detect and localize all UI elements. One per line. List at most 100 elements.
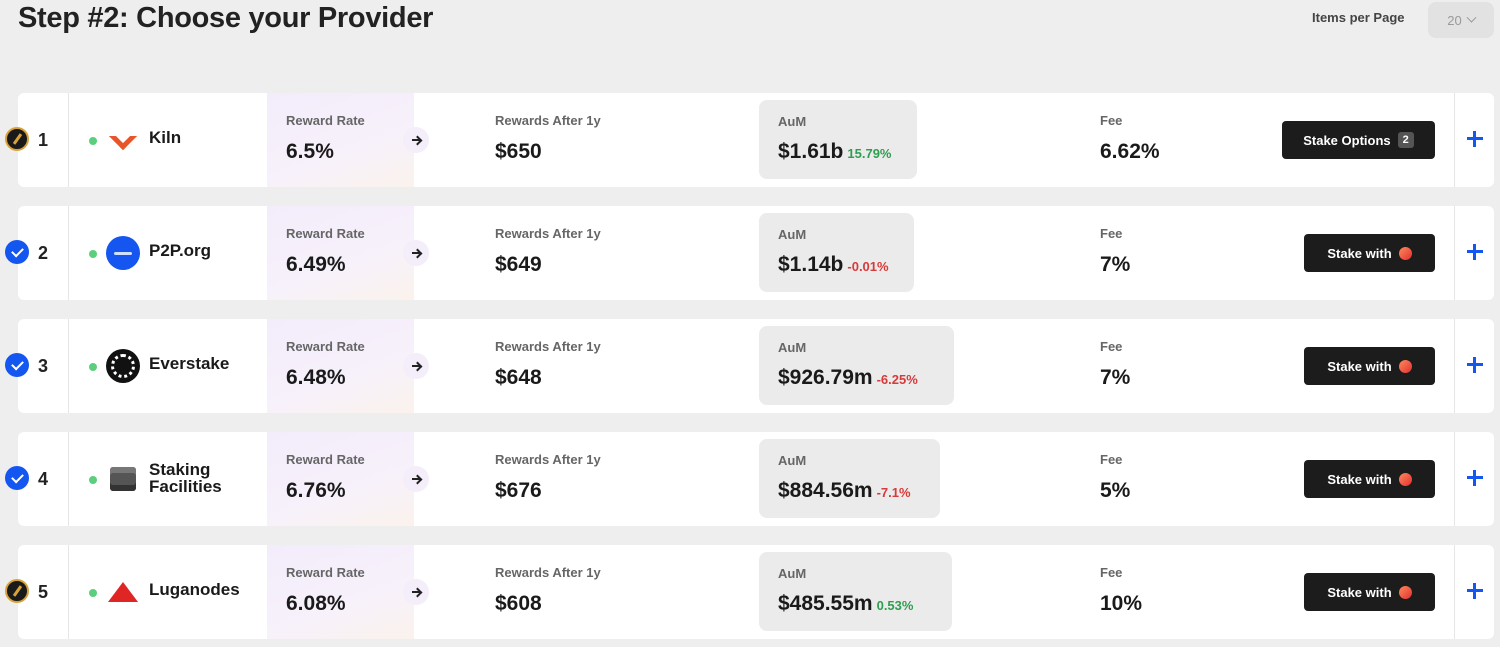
fee-label: Fee — [1100, 339, 1123, 354]
plus-icon[interactable] — [1467, 583, 1483, 599]
provider-row[interactable]: 3 Everstake Reward Rate 6.48% Rewards Af… — [5, 319, 1494, 413]
stake-with-button[interactable]: Stake with — [1304, 460, 1435, 498]
rank-number: 5 — [38, 582, 49, 602]
stake-with-label: Stake with — [1327, 471, 1392, 487]
arrow-right-icon[interactable] — [403, 127, 429, 153]
items-per-page-value: 20 — [1447, 12, 1462, 28]
plus-icon[interactable] — [1467, 131, 1483, 147]
provider-row[interactable]: 2 P2P.org Reward Rate 6.49% Rewards Afte… — [5, 206, 1494, 300]
stake-with-button[interactable]: Stake with — [1304, 347, 1435, 385]
stake-options-label: Stake Options — [1303, 132, 1391, 148]
reward-rate-label: Reward Rate — [286, 339, 365, 354]
add-cell — [1454, 206, 1494, 300]
rewards-after-label: Rewards After 1y — [495, 113, 601, 128]
reward-rate-value: 6.48% — [286, 366, 346, 389]
fee-label: Fee — [1100, 452, 1123, 467]
rewards-after-label: Rewards After 1y — [495, 339, 601, 354]
plus-icon[interactable] — [1467, 244, 1483, 260]
fee-value: 5% — [1100, 479, 1131, 502]
aum-box: AuM $884.56m -7.1% — [759, 439, 940, 518]
fee-value: 7% — [1100, 253, 1131, 276]
rewards-after-value: $608 — [495, 592, 542, 615]
aum-change: 15.79% — [847, 146, 892, 161]
aum-value: $485.55m — [778, 592, 873, 615]
status-dot — [89, 250, 97, 258]
fee-label: Fee — [1100, 113, 1123, 128]
aum-label: AuM — [778, 114, 807, 129]
reward-rate-value: 6.49% — [286, 253, 346, 276]
aum-change: -7.1% — [876, 485, 911, 500]
reward-rate-label: Reward Rate — [286, 226, 365, 241]
stake-options-button[interactable]: Stake Options 2 — [1282, 121, 1435, 159]
reward-rate-box: Reward Rate 6.49% — [267, 206, 414, 300]
token-icon — [1398, 472, 1412, 486]
aum-value: $884.56m — [778, 479, 873, 502]
provider-name[interactable]: Staking Facilities — [149, 460, 222, 496]
arrow-right-icon[interactable] — [403, 240, 429, 266]
aum-change: 0.53% — [876, 598, 914, 613]
token-icon — [1398, 246, 1412, 260]
reward-rate-box: Reward Rate 6.08% — [267, 545, 414, 639]
aum-value: $1.61b — [778, 140, 844, 163]
rewards-after-value: $650 — [495, 140, 542, 163]
p2p-logo-icon — [106, 236, 140, 270]
provider-row[interactable]: 5 Luganodes Reward Rate 6.08% Rewards Af… — [5, 545, 1494, 639]
bolt-badge-icon — [5, 127, 29, 151]
stake-with-label: Stake with — [1327, 245, 1392, 261]
provider-row[interactable]: 4 Staking Facilities Reward Rate 6.76% R… — [5, 432, 1494, 526]
status-dot — [89, 476, 97, 484]
items-per-page-select[interactable]: 20 — [1428, 2, 1494, 38]
rank-cell: 2 — [5, 206, 69, 300]
bolt-badge-icon — [5, 579, 29, 603]
items-per-page-label: Items per Page — [1312, 10, 1405, 25]
aum-box: AuM $1.61b 15.79% — [759, 100, 917, 179]
add-cell — [1454, 93, 1494, 187]
plus-icon[interactable] — [1467, 470, 1483, 486]
arrow-right-icon[interactable] — [403, 579, 429, 605]
arrow-right-icon[interactable] — [403, 353, 429, 379]
reward-rate-value: 6.5% — [286, 140, 334, 163]
reward-rate-label: Reward Rate — [286, 565, 365, 580]
chevron-down-icon — [1466, 12, 1477, 23]
provider-name[interactable]: Kiln — [149, 128, 182, 147]
options-count-badge: 2 — [1397, 132, 1414, 148]
check-badge-icon — [5, 466, 29, 490]
everstake-logo-icon — [106, 349, 140, 383]
luganodes-logo-icon — [106, 575, 140, 609]
aum-value: $1.14b — [778, 253, 844, 276]
kiln-logo-icon — [106, 121, 140, 157]
fee-label: Fee — [1100, 565, 1123, 580]
rewards-after-value: $648 — [495, 366, 542, 389]
reward-rate-label: Reward Rate — [286, 452, 365, 467]
add-cell — [1454, 432, 1494, 526]
fee-value: 7% — [1100, 366, 1131, 389]
add-cell — [1454, 319, 1494, 413]
arrow-right-icon[interactable] — [403, 466, 429, 492]
plus-icon[interactable] — [1467, 357, 1483, 373]
rewards-after-value: $676 — [495, 479, 542, 502]
aum-change: -6.25% — [876, 372, 918, 387]
page-title: Step #2: Choose your Provider — [18, 2, 434, 34]
rank-cell: 1 — [5, 93, 69, 187]
provider-name[interactable]: P2P.org — [149, 241, 212, 260]
provider-name[interactable]: Everstake — [149, 354, 230, 373]
aum-label: AuM — [778, 227, 807, 242]
stake-with-label: Stake with — [1327, 358, 1392, 374]
rank-number: 2 — [38, 243, 49, 263]
rank-cell: 5 — [5, 545, 69, 639]
status-dot — [89, 589, 97, 597]
reward-rate-box: Reward Rate 6.48% — [267, 319, 414, 413]
aum-box: AuM $485.55m 0.53% — [759, 552, 952, 631]
check-badge-icon — [5, 353, 29, 377]
token-icon — [1398, 585, 1412, 599]
fee-label: Fee — [1100, 226, 1123, 241]
stake-with-button[interactable]: Stake with — [1304, 234, 1435, 272]
rank-number: 1 — [38, 130, 49, 150]
rewards-after-label: Rewards After 1y — [495, 452, 601, 467]
reward-rate-box: Reward Rate 6.5% — [267, 93, 414, 187]
provider-row[interactable]: 1 Kiln Reward Rate 6.5% Rewards After 1y… — [5, 93, 1494, 187]
provider-name[interactable]: Luganodes — [149, 580, 240, 599]
stake-with-button[interactable]: Stake with — [1304, 573, 1435, 611]
check-badge-icon — [5, 240, 29, 264]
rank-number: 3 — [38, 356, 49, 376]
